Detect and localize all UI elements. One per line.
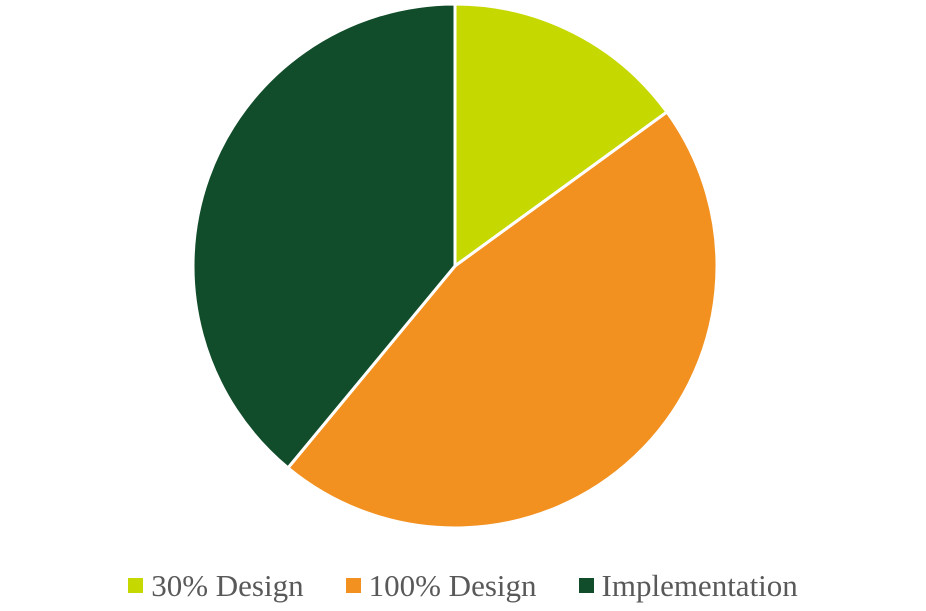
pie-slice-100-design [286, 110, 719, 530]
pie-plot-area [191, 2, 719, 530]
pie-slice-30-design [453, 2, 669, 268]
pie-slice-implementation [191, 2, 457, 470]
legend-swatch-30-design [128, 578, 144, 593]
legend-item-implementation: Implementation [578, 568, 798, 603]
legend-swatch-100-design [345, 578, 361, 593]
chart-legend: 30% Design 100% Design Implementation [0, 560, 926, 611]
legend-label-100-design: 100% Design [368, 568, 537, 603]
legend-label-implementation: Implementation [601, 568, 798, 603]
legend-label-30-design: 30% Design [151, 568, 304, 603]
legend-item-100-design: 100% Design [345, 568, 537, 603]
legend-swatch-implementation [578, 578, 594, 593]
legend-item-30-design: 30% Design [128, 568, 304, 603]
